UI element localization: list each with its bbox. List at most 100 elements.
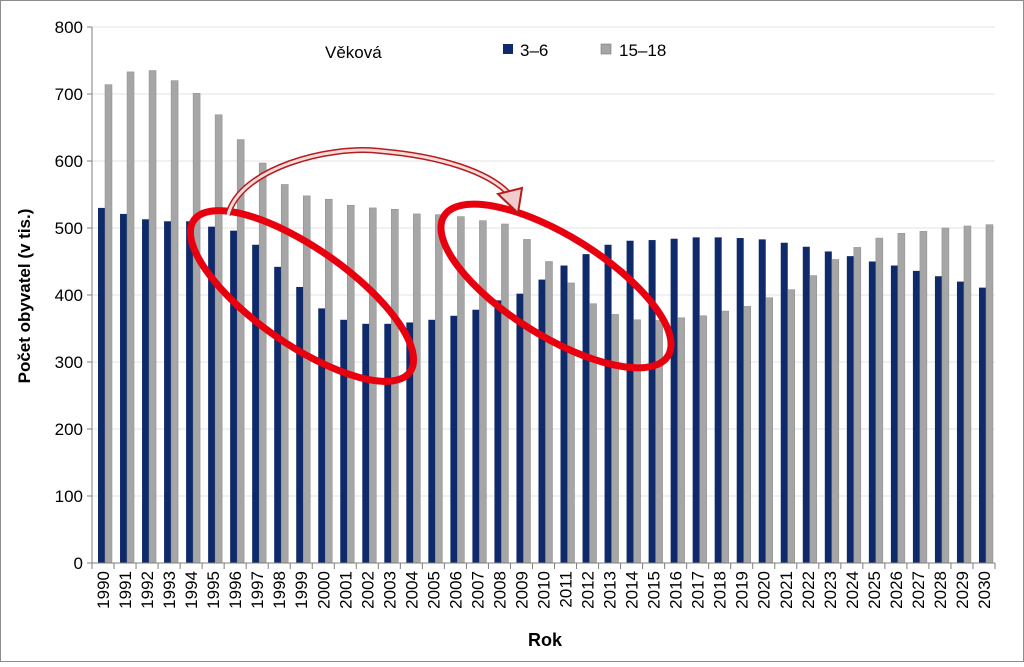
- bar-15-18: [148, 70, 157, 564]
- bar-3-6: [230, 230, 238, 563]
- x-tick-label: 1992: [138, 571, 157, 609]
- y-tick-label: 500: [55, 219, 83, 238]
- bar-15-18: [104, 84, 113, 564]
- x-tick-label: 1993: [160, 571, 179, 609]
- bar-3-6: [164, 221, 172, 564]
- arrow-shaft-highlight: [226, 148, 512, 216]
- x-tick-label: 2014: [623, 571, 642, 609]
- bar-3-6: [626, 240, 634, 564]
- bar-3-6: [208, 226, 216, 563]
- x-tick-label: 1994: [182, 571, 201, 609]
- x-tick-label: 2004: [402, 571, 421, 609]
- legend-label-15-18: 15–18: [619, 41, 666, 60]
- bar-3-6: [978, 287, 986, 563]
- bar-15-18: [170, 80, 179, 564]
- bar-15-18: [347, 204, 355, 564]
- bar-15-18: [743, 306, 751, 564]
- bar-15-18: [919, 231, 928, 564]
- bar-3-6: [274, 266, 282, 563]
- bar-3-6: [846, 256, 854, 563]
- bar-3-6: [516, 293, 524, 563]
- x-tick-label: 2029: [953, 571, 972, 609]
- bar-3-6: [406, 322, 414, 563]
- highlight-ellipse-2: [437, 200, 675, 372]
- x-tick-label: 1996: [226, 571, 245, 609]
- bar-15-18: [523, 239, 531, 564]
- bar-3-6: [450, 315, 458, 563]
- x-tick-label: 2016: [667, 571, 686, 609]
- bar-3-6: [318, 308, 326, 563]
- x-tick-label: 2010: [535, 571, 554, 609]
- x-tick-label: 2023: [821, 571, 840, 609]
- x-tick-label: 1991: [116, 571, 135, 609]
- bar-3-6: [912, 270, 920, 563]
- y-tick-label: 0: [74, 554, 83, 573]
- legend: Věková 3–6 15–18: [325, 41, 666, 62]
- bar-15-18: [809, 275, 818, 564]
- y-tick-label: 100: [55, 487, 83, 506]
- x-tick-label: 2011: [557, 571, 576, 608]
- arrow-head: [495, 186, 524, 216]
- bar-3-6: [98, 207, 105, 563]
- bar-15-18: [963, 225, 972, 564]
- x-tick-label: 2008: [490, 571, 509, 609]
- x-tick-label: 2026: [887, 571, 906, 609]
- bar-3-6: [714, 237, 722, 563]
- x-tick-label: 2003: [380, 571, 399, 609]
- y-tick-label: 600: [55, 152, 83, 171]
- bar-3-6: [560, 265, 568, 563]
- x-tick-label: 2002: [358, 571, 377, 609]
- legend-swatch-15-18: [600, 43, 612, 55]
- bar-3-6: [362, 323, 370, 563]
- annotations: [186, 147, 675, 385]
- y-tick-label: 800: [55, 18, 83, 37]
- bar-15-18: [611, 314, 619, 564]
- bar-15-18: [787, 289, 796, 564]
- bar-15-18: [479, 220, 487, 564]
- legend-title: Věková: [325, 43, 382, 62]
- bar-3-6: [604, 244, 612, 563]
- x-tick-label: 1997: [248, 571, 267, 609]
- bar-15-18: [236, 139, 245, 564]
- bar-15-18: [369, 207, 377, 564]
- bar-15-18: [501, 223, 509, 564]
- bar-15-18: [765, 297, 773, 564]
- x-tick-label: 2022: [799, 571, 818, 609]
- bar-3-6: [494, 300, 502, 563]
- x-tick-label: 2000: [314, 571, 333, 609]
- bar-3-6: [186, 221, 194, 564]
- bar-3-6: [340, 319, 348, 563]
- x-tick-label: 2030: [975, 571, 994, 609]
- bar-3-6: [780, 242, 788, 564]
- highlight-ellipse-1: [186, 207, 418, 385]
- bar-15-18: [192, 93, 201, 564]
- bar-15-18: [677, 317, 685, 564]
- x-tick-label: 2012: [579, 571, 598, 609]
- y-tick-label: 400: [55, 286, 83, 305]
- x-tick-label: 1999: [292, 571, 311, 609]
- bar-15-18: [721, 310, 729, 564]
- y-tick-label: 300: [55, 353, 83, 372]
- bar-3-6: [472, 309, 480, 563]
- x-tick-label: 2009: [512, 571, 531, 609]
- x-tick-label: 2021: [777, 571, 796, 609]
- bar-3-6: [538, 279, 546, 563]
- x-tick-label: 2019: [733, 571, 752, 609]
- bar-15-18: [985, 224, 994, 564]
- bar-3-6: [252, 244, 260, 563]
- bar-15-18: [391, 208, 399, 564]
- bar-15-18: [435, 214, 443, 564]
- x-axis-title: Rok: [528, 630, 563, 650]
- bar-15-18: [897, 233, 906, 564]
- bar-3-6: [582, 254, 590, 563]
- bar-3-6: [890, 265, 898, 563]
- bar-3-6: [648, 240, 656, 563]
- bar-3-6: [428, 319, 436, 563]
- bar-3-6: [868, 261, 876, 563]
- bar-3-6: [142, 219, 150, 564]
- bar-15-18: [545, 261, 553, 564]
- bar-3-6: [692, 237, 700, 563]
- x-tick-label: 1995: [204, 571, 223, 609]
